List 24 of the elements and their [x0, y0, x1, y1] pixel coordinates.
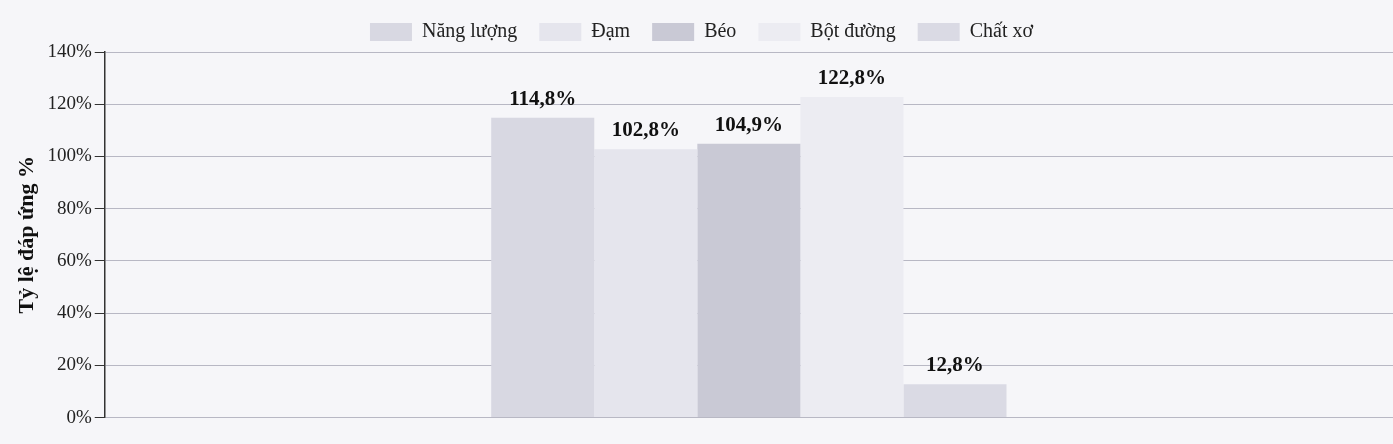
- legend-label: Béo: [704, 19, 737, 42]
- data-label: 12,8%: [926, 352, 984, 377]
- data-label: 102,8%: [611, 117, 680, 142]
- y-axis-title: Tỷ lệ đáp ứng %: [12, 156, 38, 314]
- legend-label: Năng lượng: [421, 19, 518, 43]
- y-tick-label: 40%: [56, 301, 92, 323]
- y-tick-label: 120%: [47, 92, 92, 114]
- bar: [800, 96, 904, 418]
- y-tick-label: 100%: [47, 144, 92, 166]
- bar: [491, 117, 595, 418]
- bar: [697, 143, 801, 418]
- bar: [594, 149, 698, 418]
- legend-label: Bột đường: [810, 19, 896, 43]
- y-tick-label: 0%: [66, 405, 92, 427]
- legend-label: Đạm: [591, 19, 631, 42]
- data-label: 114,8%: [509, 85, 577, 110]
- y-tick-label: 140%: [47, 39, 92, 61]
- data-label: 122,8%: [817, 64, 887, 89]
- data-label: 104,9%: [714, 111, 783, 136]
- bar: [903, 384, 1007, 418]
- legend-label: Chất xơ: [969, 19, 1034, 42]
- y-tick-label: 20%: [56, 353, 92, 375]
- y-tick-label: 80%: [56, 196, 92, 218]
- y-tick-label: 60%: [56, 248, 92, 270]
